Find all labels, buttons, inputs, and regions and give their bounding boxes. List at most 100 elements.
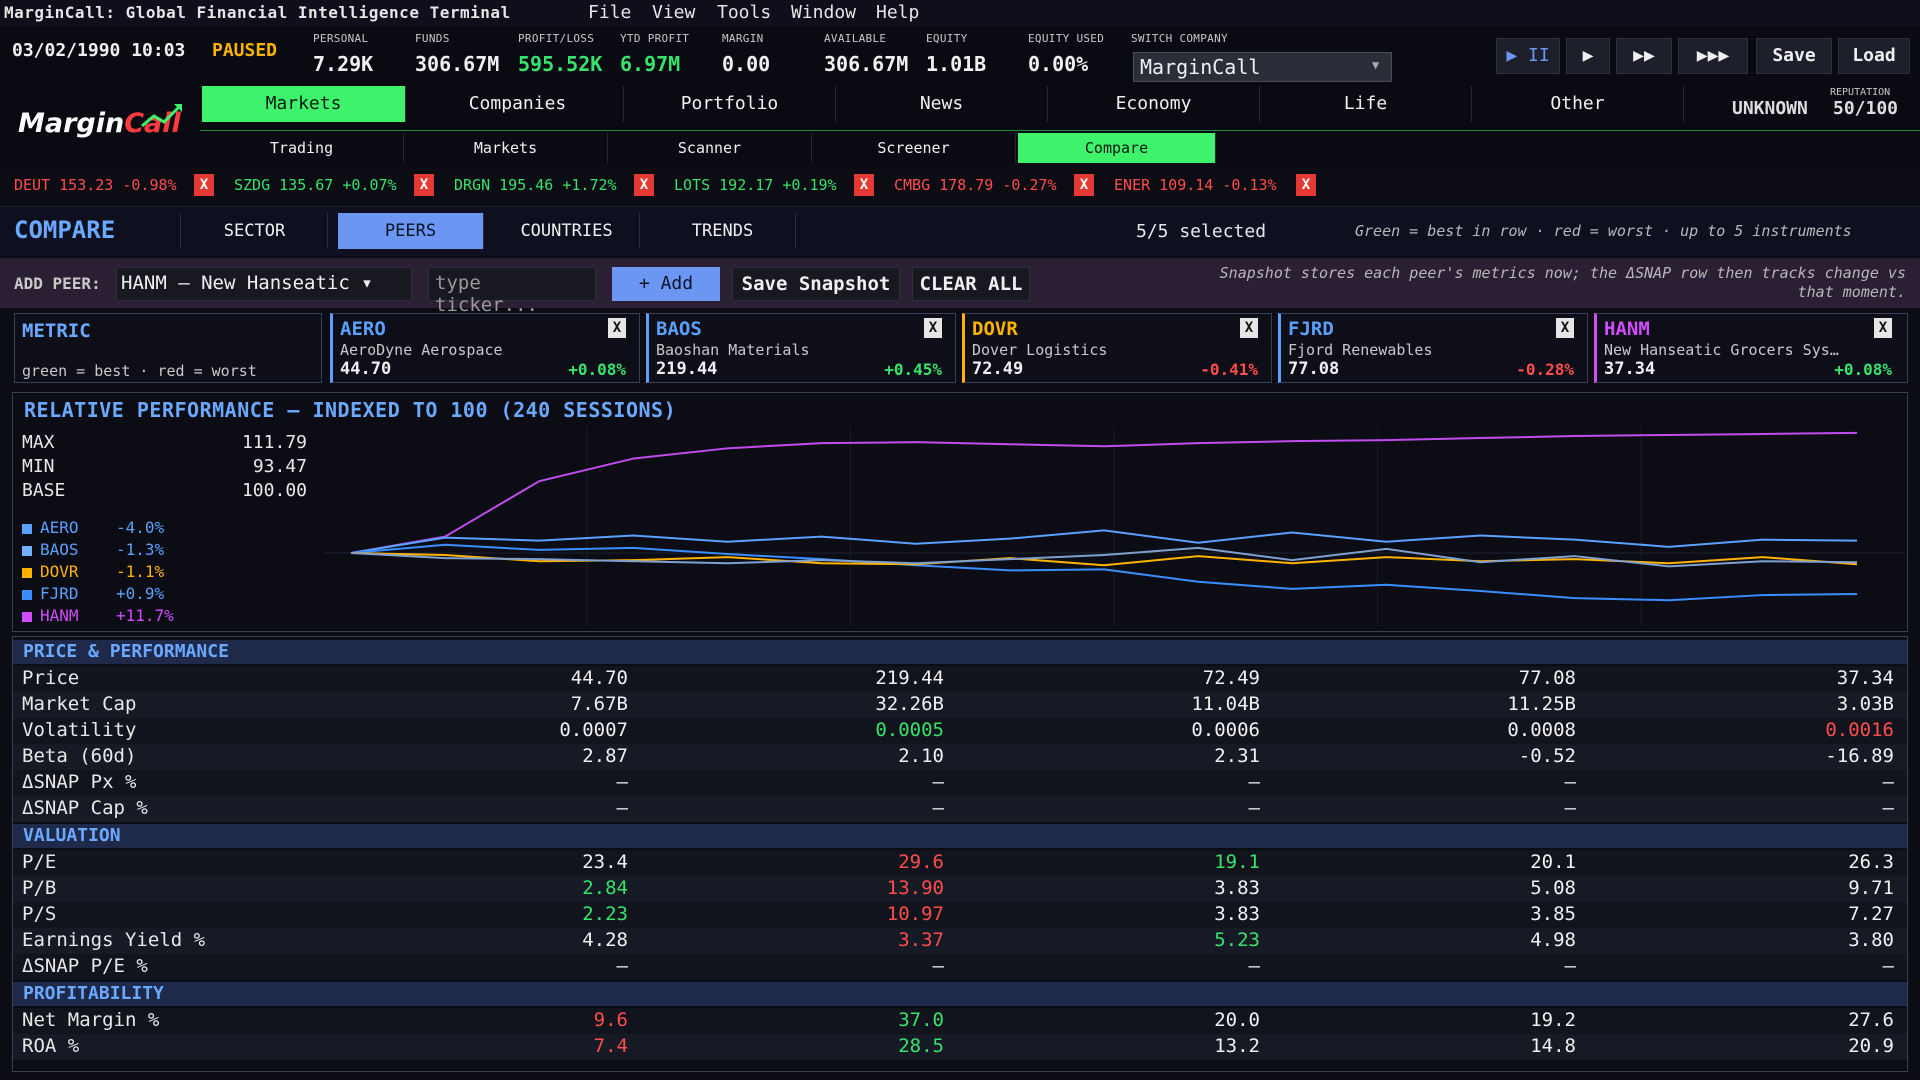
fast-forward-button[interactable]: ▶▶ — [1616, 38, 1672, 74]
app-logo: MarginCall — [18, 108, 181, 139]
peer-card-dovr[interactable] — [962, 313, 1272, 383]
subtab-screener[interactable]: Screener — [812, 133, 1016, 163]
section-header: PRICE & PERFORMANCE — [13, 640, 1907, 664]
ticker-item[interactable]: SZDG 135.67 +0.07% — [234, 176, 397, 194]
series-line-hanm — [350, 431, 1858, 554]
pause-button[interactable]: ▶ II — [1496, 38, 1560, 74]
close-icon[interactable]: X — [634, 174, 654, 196]
table-cell: – — [1564, 797, 1576, 819]
tab-portfolio[interactable]: Portfolio — [624, 86, 836, 122]
ticker-item[interactable]: LOTS 192.17 +0.19% — [674, 176, 837, 194]
close-icon[interactable]: X — [1874, 318, 1892, 338]
save-button[interactable]: Save — [1756, 38, 1832, 74]
row-label: ΔSNAP Cap % — [22, 797, 148, 819]
subtab-scanner[interactable]: Scanner — [608, 133, 812, 163]
legend-name: HANM — [40, 606, 79, 625]
close-icon[interactable]: X — [854, 174, 874, 196]
peer-select[interactable]: HANM – New Hanseatic ▾ — [116, 267, 412, 301]
menu-file[interactable]: File — [588, 2, 632, 23]
subtab-trading[interactable]: Trading — [200, 133, 404, 163]
table-cell: 9.6 — [593, 1009, 628, 1031]
menu-help[interactable]: Help — [876, 2, 920, 23]
play-button[interactable]: ▶ — [1566, 38, 1610, 74]
table-row — [13, 692, 1907, 718]
table-cell: 0.0005 — [875, 719, 944, 741]
close-icon[interactable]: X — [1074, 174, 1094, 196]
tab-trends[interactable]: TRENDS — [650, 213, 796, 249]
table-cell: 37.0 — [898, 1009, 944, 1031]
table-cell: 3.83 — [1214, 877, 1260, 899]
tab-life[interactable]: Life — [1260, 86, 1472, 122]
clear-all-button[interactable]: CLEAR ALL — [912, 267, 1030, 301]
ytd-value: 6.97M — [620, 52, 681, 76]
table-cell: 20.0 — [1214, 1009, 1260, 1031]
table-row — [13, 796, 1907, 822]
legend-name: FJRD — [40, 584, 79, 603]
menu-tools[interactable]: Tools — [717, 2, 772, 23]
tab-other[interactable]: Other — [1472, 86, 1684, 122]
peer-card-aero[interactable] — [330, 313, 640, 383]
peer-name: New Hanseatic Grocers Sys… — [1604, 341, 1839, 359]
tab-companies[interactable]: Companies — [412, 86, 624, 122]
close-icon[interactable]: X — [924, 318, 942, 338]
table-cell: 20.9 — [1848, 1035, 1894, 1057]
legend-pct: +11.7% — [116, 606, 174, 625]
load-button[interactable]: Load — [1838, 38, 1910, 74]
ticker-item[interactable]: ENER 109.14 -0.13% — [1114, 176, 1277, 194]
table-row — [13, 744, 1907, 770]
menu-view[interactable]: View — [652, 2, 696, 23]
fastest-forward-button[interactable]: ▶▶▶ — [1678, 38, 1748, 74]
tab-news[interactable]: News — [836, 86, 1048, 122]
tab-sector[interactable]: SECTOR — [182, 213, 328, 249]
logo-margin: Margin — [18, 108, 125, 139]
pl-label: PROFIT/LOSS — [518, 32, 595, 45]
save-snapshot-button[interactable]: Save Snapshot — [732, 267, 900, 301]
ytd-label: YTD PROFIT — [620, 32, 690, 45]
tab-economy[interactable]: Economy — [1048, 86, 1260, 122]
legend-name: BAOS — [40, 540, 79, 559]
close-icon[interactable]: X — [608, 318, 626, 338]
legend-note: Green = best in row · red = worst · up t… — [1355, 222, 1852, 240]
close-icon[interactable]: X — [1556, 318, 1574, 338]
subtab-compare[interactable]: Compare — [1018, 133, 1216, 163]
table-cell: – — [1882, 771, 1894, 793]
add-peer-button[interactable]: + Add — [612, 267, 720, 301]
table-cell: 26.3 — [1848, 851, 1894, 873]
table-cell: 11.25B — [1507, 693, 1576, 715]
margin-label: MARGIN — [722, 32, 764, 45]
row-label: ΔSNAP P/E % — [22, 955, 148, 977]
funds-label: FUNDS — [415, 32, 450, 45]
menu-window[interactable]: Window — [791, 2, 857, 23]
table-cell: – — [1248, 797, 1260, 819]
peer-card-baos[interactable] — [646, 313, 956, 383]
close-icon[interactable]: X — [414, 174, 434, 196]
chart-min-label: MIN — [22, 456, 55, 477]
close-icon[interactable]: X — [1296, 174, 1316, 196]
tab-markets[interactable]: Markets — [202, 86, 406, 122]
table-cell: 4.98 — [1530, 929, 1576, 951]
table-cell: – — [616, 771, 628, 793]
row-label: Earnings Yield % — [22, 929, 206, 951]
close-icon[interactable]: X — [1240, 318, 1258, 338]
tab-countries[interactable]: COUNTRIES — [494, 213, 640, 249]
peer-card-fjrd[interactable] — [1278, 313, 1588, 383]
close-icon[interactable]: X — [194, 174, 214, 196]
ticker-item[interactable]: CMBG 178.79 -0.27% — [894, 176, 1057, 194]
tab-peers[interactable]: PEERS — [338, 213, 484, 249]
peer-change: +0.08% — [1834, 360, 1892, 379]
peer-card-hanm[interactable] — [1594, 313, 1908, 383]
table-cell: – — [932, 797, 944, 819]
table-cell: 2.31 — [1214, 745, 1260, 767]
ticker-input[interactable]: type ticker... — [428, 267, 596, 316]
chart-title: RELATIVE PERFORMANCE — INDEXED TO 100 (2… — [24, 398, 677, 422]
section-header: VALUATION — [13, 824, 1907, 848]
company-select[interactable]: MarginCall — [1133, 52, 1392, 82]
margin-value: 0.00 — [722, 52, 771, 76]
equity-used-value: 0.00% — [1028, 52, 1089, 76]
table-cell: – — [1564, 771, 1576, 793]
subtab-markets[interactable]: Markets — [404, 133, 608, 163]
ticker-item[interactable]: DRGN 195.46 +1.72% — [454, 176, 617, 194]
ticker-item[interactable]: DEUT 153.23 -0.98% — [14, 176, 177, 194]
peer-price: 37.34 — [1604, 359, 1656, 379]
metric-subtitle: green = best · red = worst — [22, 362, 257, 380]
